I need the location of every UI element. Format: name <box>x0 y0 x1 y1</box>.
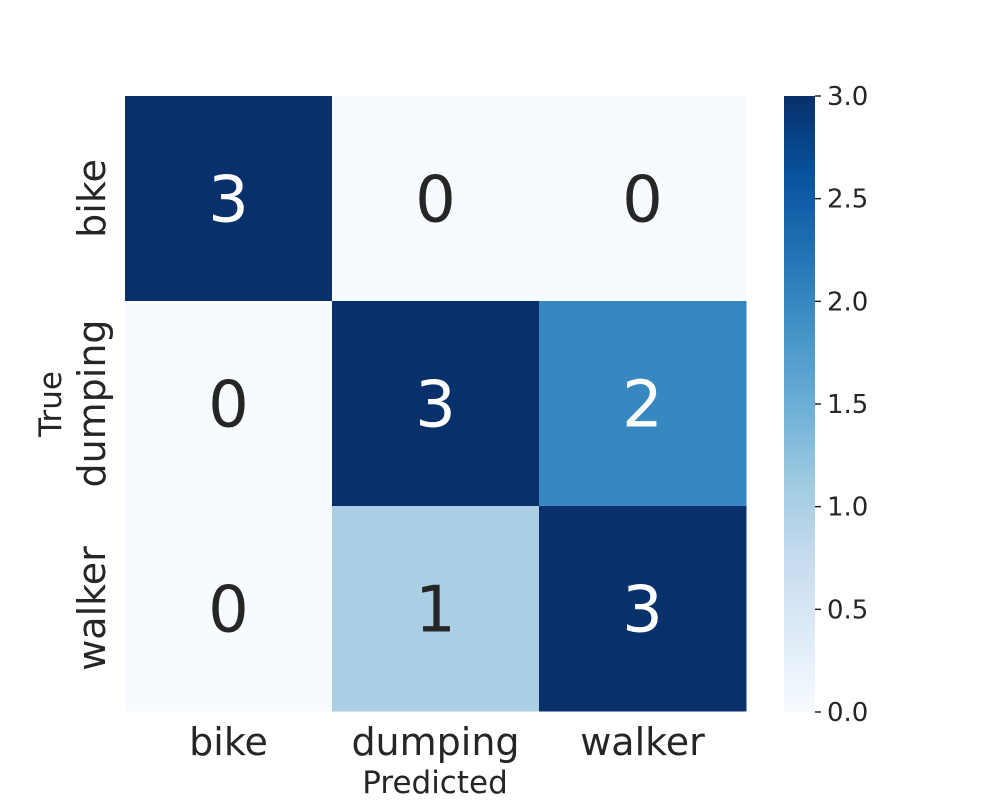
heatmap-cell <box>539 301 747 507</box>
colorbar-tick-label: 2.5 <box>827 185 868 215</box>
heatmap-cell <box>125 96 333 302</box>
heatmap-cell <box>539 96 747 302</box>
x-tick-label: walker <box>580 720 705 764</box>
heatmap-cell <box>332 301 540 507</box>
colorbar-tick-label: 1.0 <box>827 493 868 523</box>
colorbar-tick-label: 0.5 <box>827 595 868 625</box>
cell-value-label: 0 <box>208 369 249 443</box>
colorbar-tick-label: 3.0 <box>827 82 868 112</box>
heatmap-cell <box>125 301 333 507</box>
cell-value-label: 0 <box>622 164 663 238</box>
heatmap-cell <box>332 96 540 302</box>
cell-value-label: 3 <box>622 574 663 648</box>
heatmap-cells <box>125 96 747 712</box>
colorbar-tick-label: 0.0 <box>827 698 868 728</box>
colorbar-tick-label: 2.0 <box>827 287 868 317</box>
heatmap-cell <box>539 506 747 712</box>
y-tick-label: bike <box>70 159 114 238</box>
cell-value-label: 2 <box>622 369 663 443</box>
colorbar-ticks: 0.0 0.5 1.0 1.5 2.0 2.5 3.0 <box>815 82 868 728</box>
x-axis-label: Predicted <box>362 765 508 800</box>
y-tick-labels: bike dumping walker <box>70 159 114 671</box>
y-tick-label: dumping <box>70 319 114 487</box>
x-tick-labels: bike dumping walker <box>189 720 705 764</box>
cell-annotations: 3 0 0 0 3 2 0 1 3 <box>208 164 663 648</box>
cell-value-label: 3 <box>415 369 456 443</box>
cell-value-label: 0 <box>415 164 456 238</box>
y-axis-label: True <box>33 371 69 438</box>
colorbar <box>784 96 815 712</box>
x-tick-label: bike <box>189 720 268 764</box>
cell-value-label: 0 <box>208 574 249 648</box>
heatmap-cell <box>332 506 540 712</box>
heatmap-cell <box>125 506 333 712</box>
cell-value-label: 1 <box>415 574 456 648</box>
cell-value-label: 3 <box>208 164 249 238</box>
colorbar-tick-label: 1.5 <box>827 390 868 420</box>
y-tick-label: walker <box>70 546 114 671</box>
x-tick-label: dumping <box>351 720 519 764</box>
